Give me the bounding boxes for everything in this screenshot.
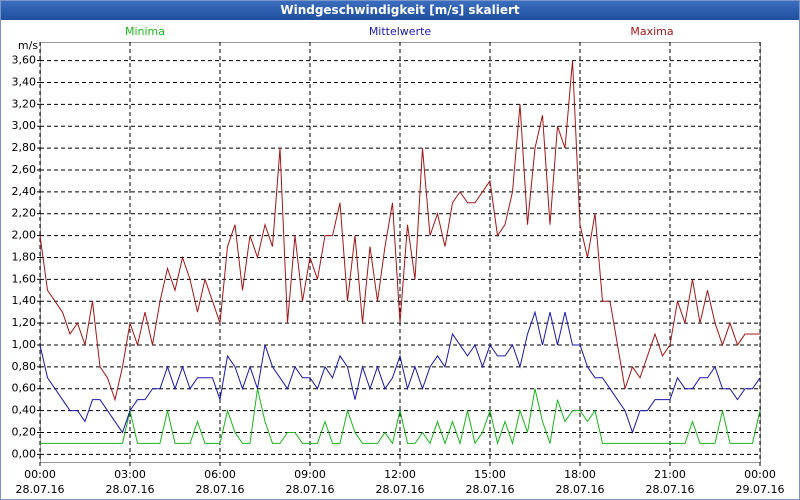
- x-tick-label: 28.07.16: [16, 483, 65, 496]
- y-tick-label: 0,40: [12, 404, 37, 417]
- y-tick-label: 1,00: [12, 338, 37, 351]
- x-tick-label: 28.07.16: [286, 483, 335, 496]
- y-tick-label: 2,80: [12, 141, 37, 154]
- y-tick-label: 2,40: [12, 185, 37, 198]
- x-tick-label: 18:00: [564, 468, 596, 481]
- x-tick-label: 12:00: [384, 468, 416, 481]
- chart-title: Windgeschwindigkeit [m/s] skaliert: [0, 0, 800, 20]
- series-line: [39, 60, 760, 402]
- y-tick-label: 3,20: [12, 97, 37, 110]
- y-tick-label: 1,20: [12, 316, 37, 329]
- x-tick-label: 15:00: [474, 468, 506, 481]
- y-tick-label: 1,40: [12, 294, 37, 307]
- x-tick-label: 21:00: [654, 468, 686, 481]
- legend-label: Mittelwerte: [369, 25, 432, 38]
- y-tick-label: 3,60: [12, 54, 37, 67]
- y-tick-label: 3,40: [12, 75, 37, 88]
- x-tick-label: 28.07.16: [556, 483, 605, 496]
- y-tick-label: 3,00: [12, 119, 37, 132]
- y-tick-label: 0,00: [12, 447, 37, 460]
- x-tick-label: 28.07.16: [646, 483, 695, 496]
- y-tick-label: 1,80: [12, 250, 37, 263]
- x-tick-label: 28.07.16: [196, 483, 245, 496]
- x-tick-label: 29.07.16: [736, 483, 785, 496]
- x-tick-label: 00:00: [24, 468, 56, 481]
- legend-label: Minima: [125, 25, 165, 38]
- y-tick-label: 0,80: [12, 360, 37, 373]
- y-unit: m/s: [18, 39, 38, 52]
- x-tick-label: 06:00: [204, 468, 236, 481]
- y-tick-label: 1,60: [12, 272, 37, 285]
- x-tick-label: 00:00: [744, 468, 776, 481]
- x-tick-label: 09:00: [294, 468, 326, 481]
- series-line: [39, 310, 761, 435]
- x-tick-label: 28.07.16: [466, 483, 515, 496]
- y-tick-label: 0,20: [12, 425, 37, 438]
- y-tick-label: 2,20: [12, 207, 37, 220]
- legend-label: Maxima: [630, 25, 673, 38]
- y-tick-label: 2,60: [12, 163, 37, 176]
- x-tick-label: 03:00: [114, 468, 146, 481]
- x-tick-label: 28.07.16: [376, 483, 425, 496]
- y-tick-label: 0,60: [12, 382, 37, 395]
- x-tick-label: 28.07.16: [106, 483, 155, 496]
- y-tick-label: 2,00: [12, 229, 37, 242]
- series-line: [40, 388, 761, 446]
